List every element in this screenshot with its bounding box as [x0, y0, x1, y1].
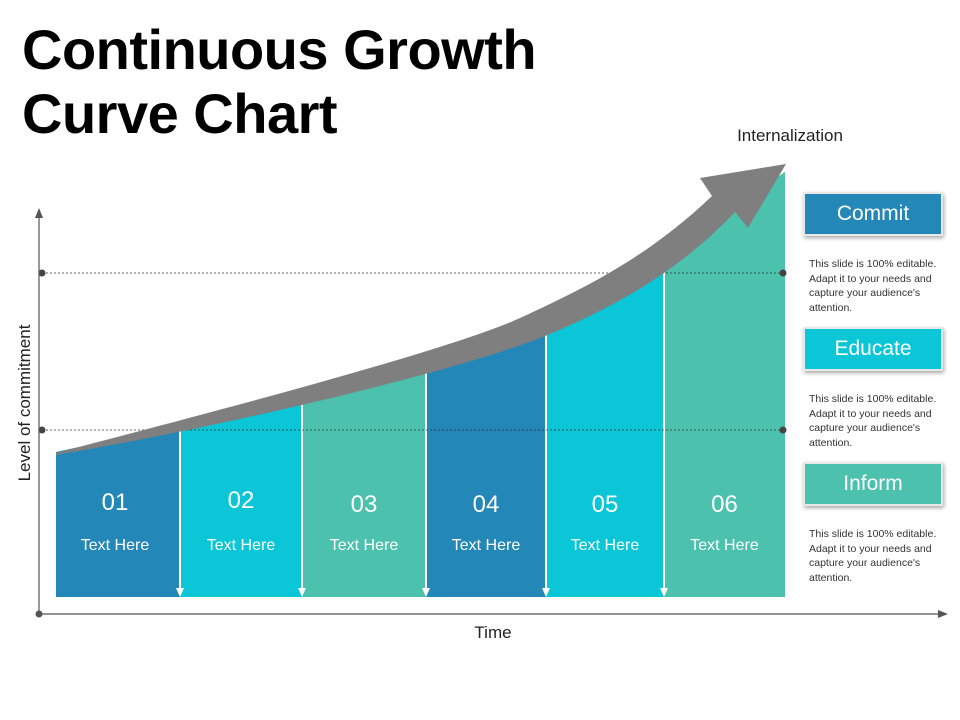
level-dot-lower-right [779, 426, 787, 434]
level-dot-lower-left [38, 426, 46, 434]
x-axis-label: Time [474, 623, 511, 642]
stage-text-01: Text Here [81, 537, 150, 554]
stage-text-04: Text Here [452, 537, 521, 554]
panel-educate: Educate [803, 327, 943, 371]
internalization-label: Internalization [737, 126, 843, 145]
stage-text-03: Text Here [330, 537, 399, 554]
stage-divider-arrowhead-1 [176, 588, 184, 597]
stage-number-06: 06 [711, 491, 738, 518]
growth-curve-arrow [56, 164, 786, 455]
axis-origin-dot [35, 610, 43, 618]
stage-divider-arrowhead-4 [542, 588, 550, 597]
stage-divider-arrowhead-3 [422, 588, 430, 597]
stage-number-04: 04 [473, 491, 500, 518]
stage-divider-arrowhead-5 [660, 588, 668, 597]
stage-number-03: 03 [351, 491, 378, 518]
stage-divider-arrowhead-2 [298, 588, 306, 597]
stage-labels: 01 Text Here 02 Text Here 03 Text Here 04 Text … [81, 487, 759, 554]
stage-text-06: Text Here [690, 537, 759, 554]
level-dot-upper-left [38, 269, 46, 277]
stage-segment-01 [56, 425, 180, 597]
stage-segments [56, 172, 785, 597]
y-axis-arrowhead [35, 208, 43, 218]
panel-inform: Inform [803, 462, 943, 506]
panel-description-educate: This slide is 100% editable. Adapt it to… [809, 393, 937, 449]
stage-text-02: Text Here [207, 537, 276, 554]
panel-description-commit: This slide is 100% editable. Adapt it to… [809, 258, 937, 314]
stage-segment-02 [180, 392, 302, 597]
stage-segment-04 [426, 312, 546, 597]
stage-number-01: 01 [102, 489, 129, 516]
level-dot-upper-right [779, 269, 787, 277]
axes [35, 208, 948, 618]
stage-number-02: 02 [228, 487, 255, 514]
page-title: Continuous Growth Curve Chart [22, 18, 537, 145]
stage-segment-03 [302, 358, 426, 597]
x-axis-arrowhead [938, 610, 948, 618]
stage-segment-05 [546, 250, 664, 597]
stage-divider-arrows [176, 252, 668, 597]
panel-description-inform: This slide is 100% editable. Adapt it to… [809, 528, 937, 584]
stage-segment-06 [664, 172, 785, 597]
stage-text-05: Text Here [571, 537, 640, 554]
panel-commit: Commit [803, 192, 943, 236]
stage-number-05: 05 [592, 491, 619, 518]
y-axis-label: Level of commitment [15, 324, 34, 481]
